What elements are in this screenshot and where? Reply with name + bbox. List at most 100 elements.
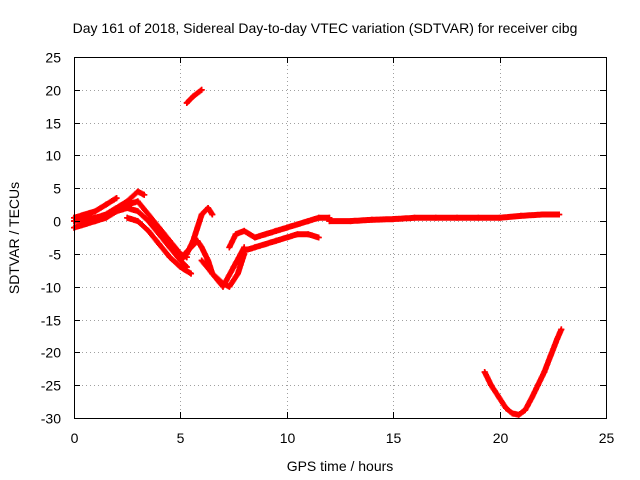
x-tick-label: 0: [71, 430, 79, 446]
data-point: [283, 234, 290, 241]
data-point: [156, 241, 163, 248]
data-point: [305, 231, 312, 238]
data-point: [251, 234, 258, 241]
data-point: [528, 395, 535, 402]
data-point: [205, 257, 212, 264]
data-point: [166, 237, 173, 244]
y-tick-label: 20: [45, 83, 61, 99]
data-point: [411, 214, 418, 221]
data-point: [515, 411, 522, 418]
data-point: [273, 227, 280, 234]
data-point: [241, 247, 248, 254]
data-point: [198, 86, 205, 93]
data-point: [209, 270, 216, 277]
data-point: [226, 244, 233, 251]
data-point: [251, 244, 258, 251]
data-point: [188, 244, 195, 251]
data-point: [262, 241, 269, 248]
data-point: [502, 405, 509, 412]
y-tick-label: 0: [53, 214, 61, 230]
data-point: [558, 326, 565, 333]
data-point: [475, 214, 482, 221]
data-point: [509, 410, 516, 417]
series-track-i: [226, 214, 333, 251]
data-point: [198, 257, 205, 264]
data-point: [432, 214, 439, 221]
data-point: [517, 212, 524, 219]
data-point: [177, 264, 184, 271]
data-point: [315, 234, 322, 241]
data-point: [92, 208, 99, 215]
y-tick-label: -25: [41, 378, 61, 394]
data-point: [166, 244, 173, 251]
x-tick-label: 25: [599, 430, 615, 446]
data-point: [262, 231, 269, 238]
y-tick-label: -30: [41, 411, 61, 427]
series-track-m: [481, 326, 565, 418]
data-point: [294, 221, 301, 228]
data-point: [102, 211, 109, 218]
y-axis-label: SDTVAR / TECUs: [6, 182, 22, 294]
data-point: [81, 221, 88, 228]
data-point: [554, 336, 561, 343]
x-axis-label: GPS time / hours: [287, 458, 394, 474]
data-point: [124, 201, 131, 208]
data-point: [113, 204, 120, 211]
data-point: [209, 211, 216, 218]
data-point: [194, 224, 201, 231]
data-point: [177, 257, 184, 264]
x-tick-label: 10: [280, 430, 296, 446]
data-point: [198, 244, 205, 251]
data-point: [205, 204, 212, 211]
data-point: [181, 250, 188, 257]
data-point: [368, 216, 375, 223]
data-point: [156, 224, 163, 231]
y-tick-label: 10: [45, 148, 61, 164]
data-series: [71, 86, 565, 418]
tick-labels: 0 5 10 15 20 25 -30 -25 -20 -15 -10 -5 0 5 10 15 20 25: [41, 50, 615, 447]
data-point: [145, 218, 152, 225]
data-point: [92, 214, 99, 221]
y-tick-label: -5: [49, 247, 62, 263]
series-track-k: [183, 86, 205, 106]
series-track-e: [124, 214, 195, 277]
data-point: [547, 352, 554, 359]
data-point: [390, 216, 397, 223]
axis-ticks: [74, 57, 607, 419]
data-point: [219, 280, 226, 287]
x-tick-label: 5: [177, 430, 185, 446]
data-point: [134, 198, 141, 205]
data-point: [283, 224, 290, 231]
data-point: [522, 407, 529, 414]
data-point: [226, 283, 233, 290]
x-tick-label: 15: [386, 430, 402, 446]
y-tick-label: 15: [45, 116, 61, 132]
y-tick-label: -15: [41, 313, 61, 329]
data-point: [124, 214, 131, 221]
data-point: [230, 264, 237, 271]
data-point: [134, 208, 141, 215]
data-point: [481, 369, 488, 376]
data-point: [541, 369, 548, 376]
data-point: [166, 254, 173, 261]
data-point: [190, 93, 197, 100]
data-point: [156, 231, 163, 238]
data-point: [113, 195, 120, 202]
data-point: [496, 214, 503, 221]
data-point: [194, 237, 201, 244]
data-point: [326, 218, 333, 225]
data-point: [315, 214, 322, 221]
y-tick-label: 5: [53, 181, 61, 197]
series-track-j: [241, 231, 322, 254]
series-track-h: [198, 250, 248, 290]
data-point: [534, 382, 541, 389]
series-track-a: [71, 204, 190, 271]
y-tick-label: -10: [41, 280, 61, 296]
data-point: [141, 191, 148, 198]
data-point: [232, 231, 239, 238]
data-point: [234, 270, 241, 277]
x-tick-label: 20: [493, 430, 509, 446]
data-point: [183, 99, 190, 106]
data-point: [81, 216, 88, 223]
